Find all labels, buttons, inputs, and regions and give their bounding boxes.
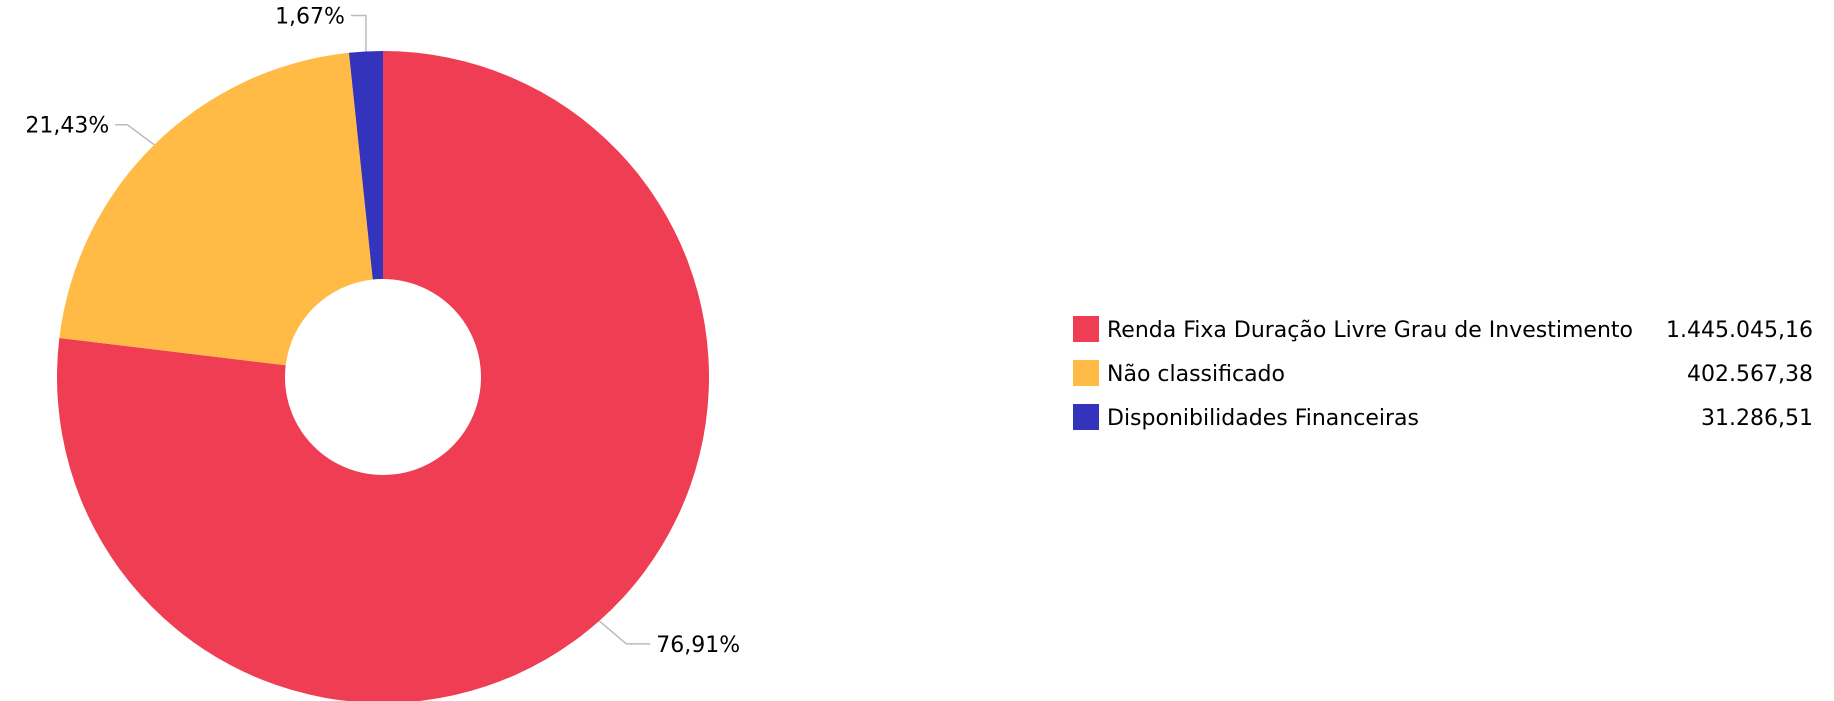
chart-legend: Renda Fixa Duração Livre Grau de Investi… xyxy=(1073,316,1813,431)
leader-line xyxy=(115,123,155,146)
pie-slice[interactable] xyxy=(59,52,373,366)
pie-slice[interactable] xyxy=(348,51,383,280)
legend-swatch xyxy=(1073,404,1099,430)
slice-percent-label: 21,43% xyxy=(25,114,109,139)
chart-percent-labels: 76,91% 21,43% 1,67% xyxy=(25,4,740,657)
chart-slices xyxy=(57,51,709,701)
slice-percent-label: 1,67% xyxy=(275,4,345,29)
legend-swatch xyxy=(1073,316,1099,342)
leader-line xyxy=(598,620,651,645)
legend-value: 1.445.045,16 xyxy=(1666,318,1813,343)
legend-value: 402.567,38 xyxy=(1687,362,1813,387)
legend-label: Renda Fixa Duração Livre Grau de Investi… xyxy=(1107,318,1633,343)
legend-value: 31.286,51 xyxy=(1701,406,1813,431)
chart-leader-lines xyxy=(115,14,651,645)
legend-swatch xyxy=(1073,360,1099,386)
legend-label: Não classificado xyxy=(1107,362,1285,387)
pie-slice[interactable] xyxy=(57,51,709,701)
leader-line xyxy=(350,14,367,52)
legend-label: Disponibilidades Financeiras xyxy=(1107,406,1419,431)
slice-percent-label: 76,91% xyxy=(656,633,740,658)
